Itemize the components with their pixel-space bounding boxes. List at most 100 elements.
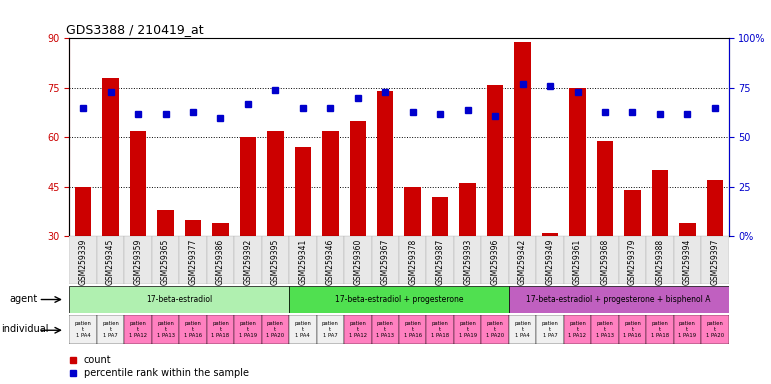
Bar [349, 121, 366, 335]
Bar [625, 190, 641, 335]
Bar [179, 315, 207, 344]
Bar [69, 236, 97, 284]
Bar [426, 236, 454, 284]
Text: GSM259365: GSM259365 [161, 238, 170, 285]
Text: patien
t
1 PA20: patien t 1 PA20 [486, 321, 504, 338]
Bar [481, 236, 509, 284]
Bar [69, 315, 97, 344]
Bar [618, 236, 646, 284]
Bar [185, 220, 201, 335]
Bar [701, 315, 729, 344]
Text: GSM259349: GSM259349 [546, 238, 554, 285]
Text: patien
t
1 PA4: patien t 1 PA4 [75, 321, 92, 338]
Text: GSM259361: GSM259361 [573, 238, 582, 285]
Text: patien
t
1 PA18: patien t 1 PA18 [211, 321, 230, 338]
Bar [157, 210, 173, 335]
Bar [426, 315, 454, 344]
Text: GSM259377: GSM259377 [188, 238, 197, 285]
Text: patien
t
1 PA4: patien t 1 PA4 [295, 321, 311, 338]
Bar [646, 315, 674, 344]
Bar [377, 91, 393, 335]
Bar [267, 131, 284, 335]
Text: patien
t
1 PA13: patien t 1 PA13 [596, 321, 614, 338]
Text: GSM259397: GSM259397 [710, 238, 719, 285]
Bar [152, 236, 179, 284]
Bar [509, 315, 537, 344]
Bar [207, 236, 234, 284]
Bar [124, 315, 152, 344]
Text: GSM259388: GSM259388 [655, 238, 665, 285]
Bar [537, 236, 564, 284]
Bar [591, 315, 618, 344]
Text: patien
t
1 PA19: patien t 1 PA19 [239, 321, 257, 338]
Bar [261, 236, 289, 284]
Bar [597, 141, 613, 335]
Bar [295, 147, 311, 335]
Text: patien
t
1 PA19: patien t 1 PA19 [459, 321, 476, 338]
Bar [542, 233, 558, 335]
Bar [569, 88, 586, 335]
Text: GSM259378: GSM259378 [408, 238, 417, 285]
Text: patien
t
1 PA4: patien t 1 PA4 [514, 321, 531, 338]
Bar [564, 315, 591, 344]
Text: patien
t
1 PA19: patien t 1 PA19 [678, 321, 696, 338]
Bar [706, 180, 723, 335]
Text: GSM259394: GSM259394 [683, 238, 692, 285]
Bar [432, 197, 449, 335]
Bar [322, 131, 338, 335]
Bar [674, 236, 701, 284]
Text: GSM259339: GSM259339 [79, 238, 88, 285]
Bar [646, 236, 674, 284]
Bar [152, 315, 179, 344]
Bar [130, 131, 146, 335]
Bar [124, 236, 152, 284]
Bar [289, 286, 509, 313]
Bar [179, 236, 207, 284]
Bar [514, 42, 530, 335]
Bar [212, 223, 229, 335]
Bar [75, 187, 91, 335]
Text: GSM259342: GSM259342 [518, 238, 527, 285]
Text: patien
t
1 PA7: patien t 1 PA7 [541, 321, 558, 338]
Text: count: count [84, 355, 112, 365]
Bar [454, 236, 481, 284]
Bar [679, 223, 695, 335]
Bar [317, 236, 344, 284]
Bar [289, 315, 317, 344]
Text: patien
t
1 PA18: patien t 1 PA18 [431, 321, 449, 338]
Bar [487, 84, 503, 335]
Text: individual: individual [2, 324, 49, 334]
Bar [564, 236, 591, 284]
Bar [103, 78, 119, 335]
Bar [509, 236, 537, 284]
Text: patien
t
1 PA18: patien t 1 PA18 [651, 321, 669, 338]
Text: GSM259386: GSM259386 [216, 238, 225, 285]
Bar [591, 236, 618, 284]
Bar [69, 286, 289, 313]
Bar [537, 315, 564, 344]
Bar [97, 236, 124, 284]
Text: patien
t
1 PA7: patien t 1 PA7 [322, 321, 338, 338]
Text: GSM259346: GSM259346 [326, 238, 335, 285]
Bar [405, 187, 421, 335]
Bar [372, 236, 399, 284]
Text: GSM259345: GSM259345 [106, 238, 115, 285]
Text: patien
t
1 PA20: patien t 1 PA20 [266, 321, 284, 338]
Text: 17-beta-estradiol + progesterone: 17-beta-estradiol + progesterone [335, 295, 463, 304]
Text: GSM259359: GSM259359 [133, 238, 143, 285]
Text: percentile rank within the sample: percentile rank within the sample [84, 368, 249, 379]
Bar [481, 315, 509, 344]
Bar [399, 236, 426, 284]
Text: patien
t
1 PA16: patien t 1 PA16 [184, 321, 202, 338]
Bar [454, 315, 481, 344]
Text: patien
t
1 PA12: patien t 1 PA12 [568, 321, 587, 338]
Bar [97, 315, 124, 344]
Text: GSM259341: GSM259341 [298, 238, 308, 285]
Bar [674, 315, 701, 344]
Bar [399, 315, 426, 344]
Bar [372, 315, 399, 344]
Bar [289, 236, 317, 284]
Text: patien
t
1 PA7: patien t 1 PA7 [102, 321, 119, 338]
Text: agent: agent [9, 294, 38, 304]
Bar [261, 315, 289, 344]
